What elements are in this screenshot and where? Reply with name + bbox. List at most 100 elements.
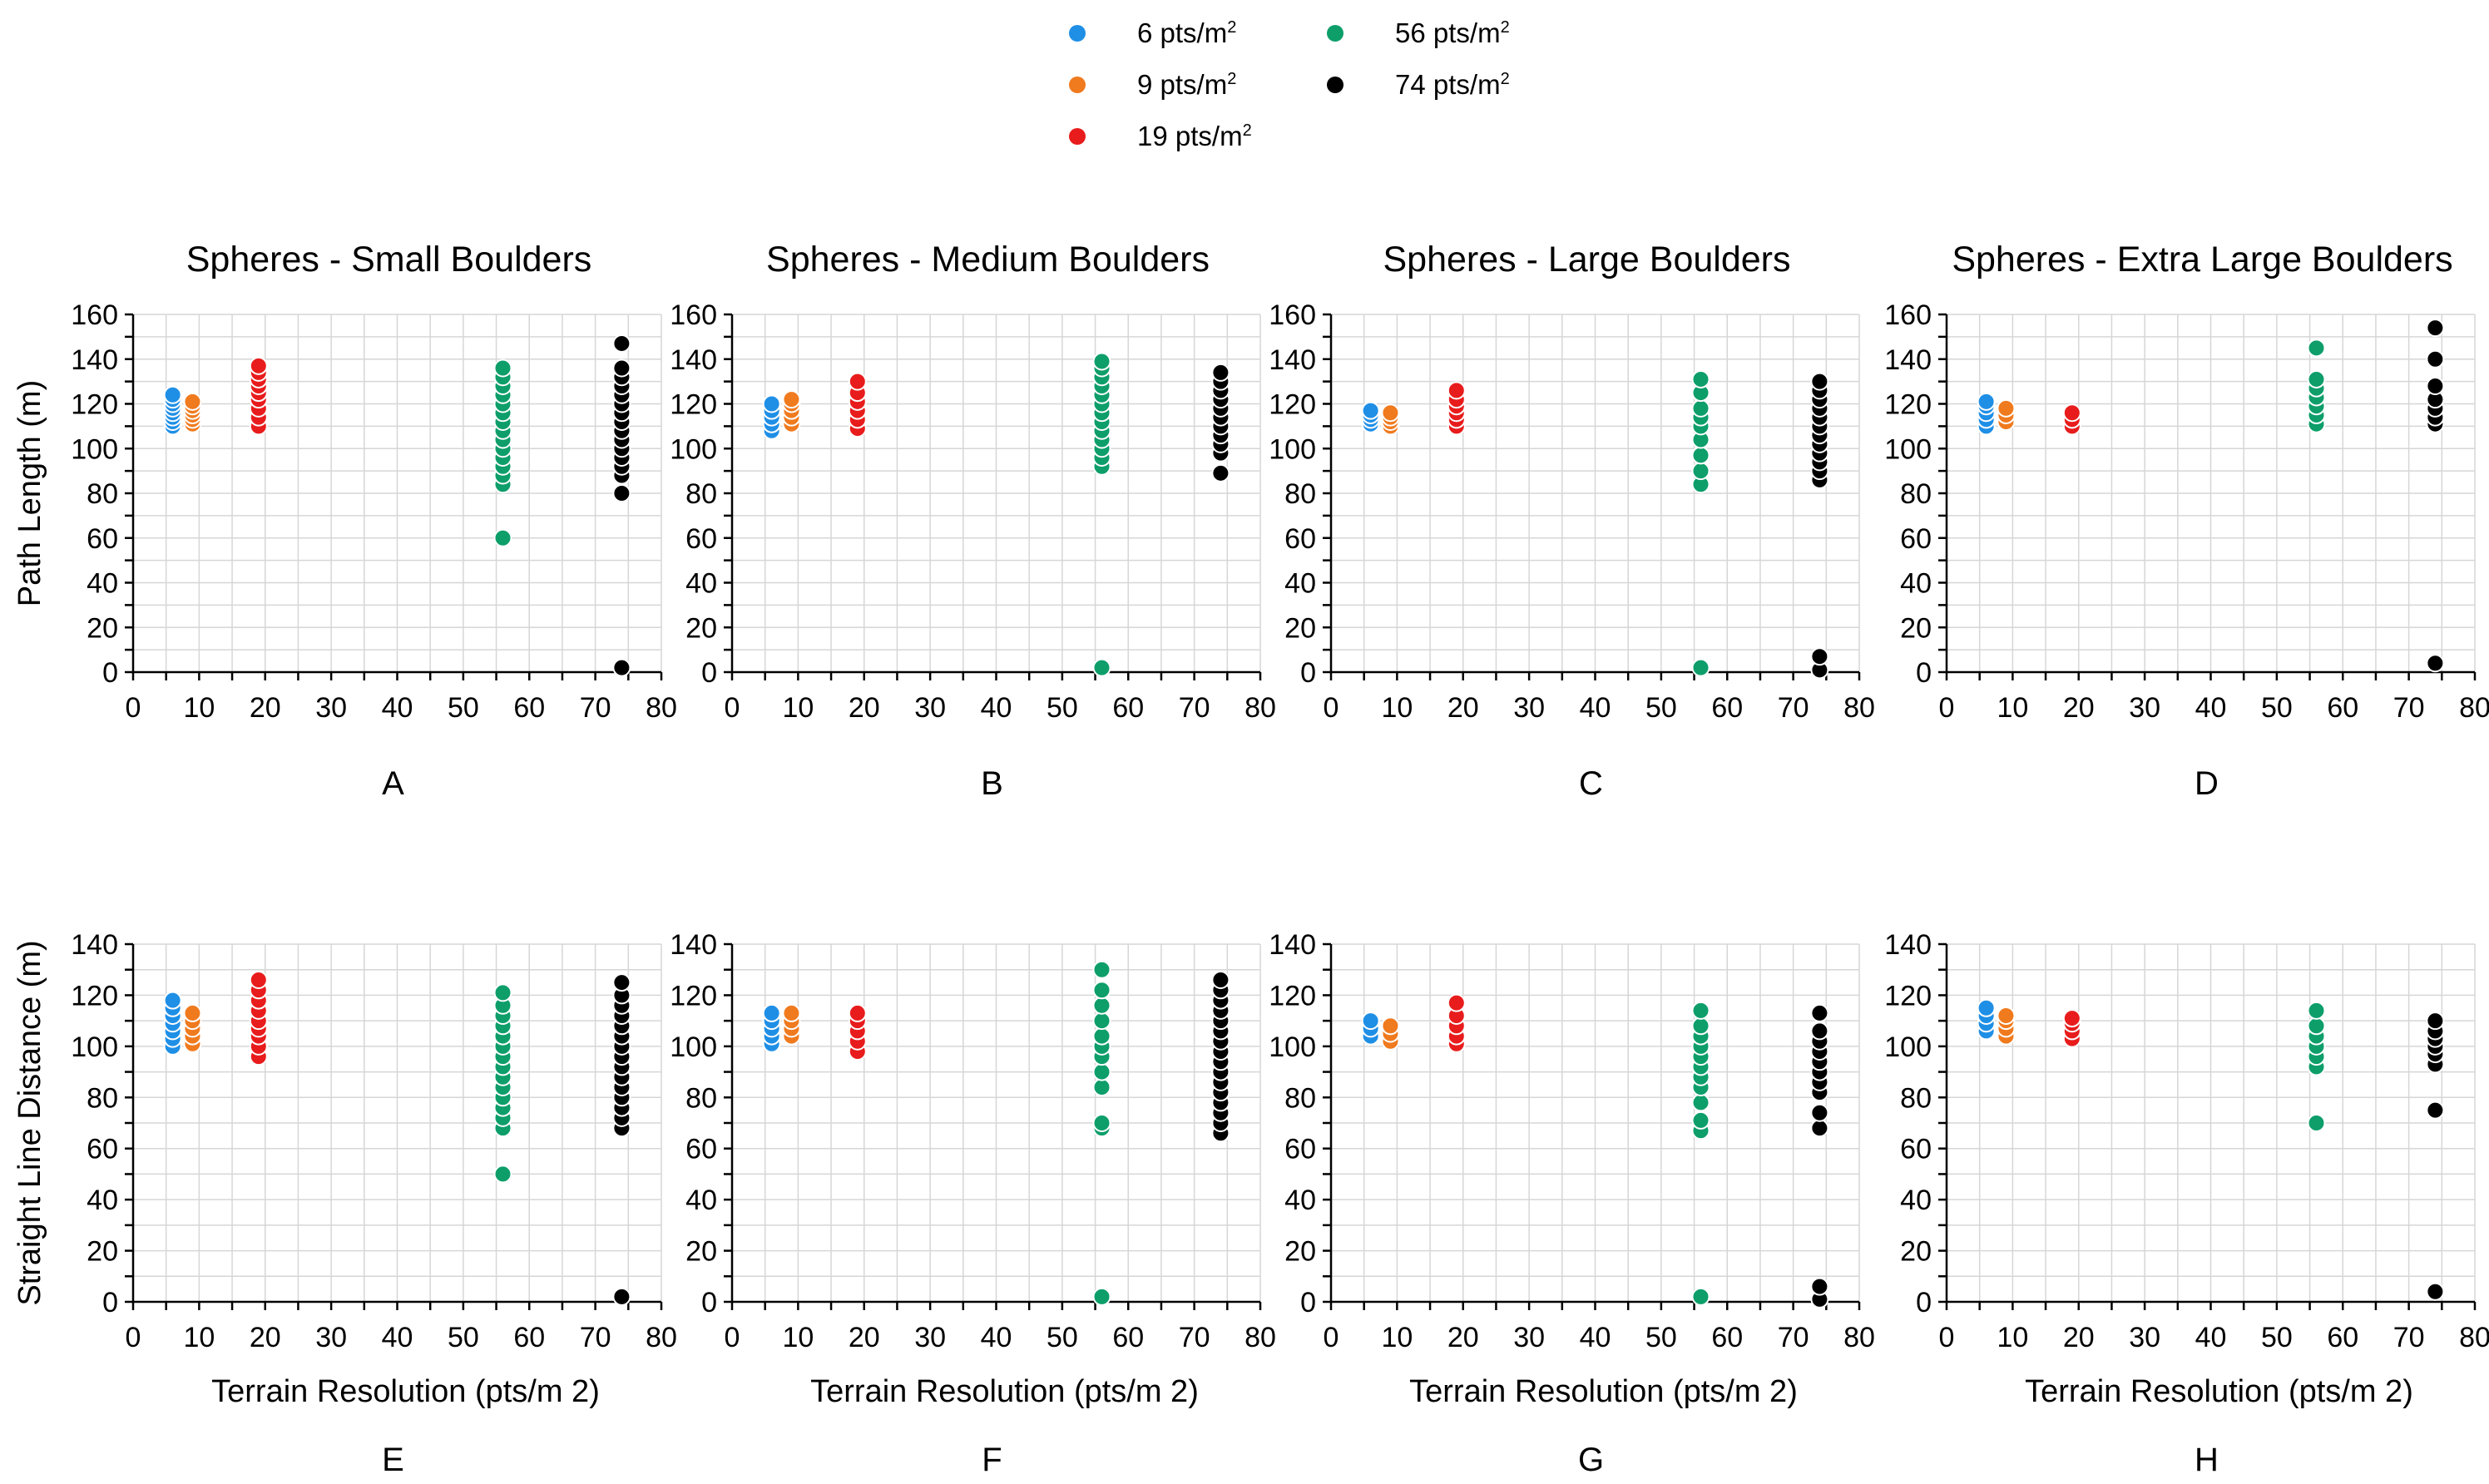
x-tick-label: 80 — [1244, 692, 1276, 724]
x-tick-label: 70 — [2393, 692, 2425, 724]
y-tick-label: 60 — [87, 523, 118, 555]
x-tick-label: 50 — [448, 1322, 479, 1353]
data-point — [1211, 463, 1230, 482]
data-point — [183, 392, 202, 411]
panel-h: 0 20 40 60 80 100 120 140 0 10 20 30 40 50 60 70 80 Terra… — [1884, 929, 2489, 1478]
data-point — [1691, 1093, 1710, 1112]
data-point — [782, 390, 801, 409]
series-6 — [1361, 401, 1380, 433]
y-tick-label: 20 — [685, 1236, 717, 1268]
x-axis-label: Terrain Resolution (pts/m 2) — [211, 1374, 600, 1409]
y-tick-label: 80 — [1900, 478, 1932, 510]
x-tick-label: 60 — [1112, 692, 1144, 724]
data-point — [612, 658, 631, 677]
y-tick-label: 80 — [685, 478, 717, 510]
x-tick-label: 30 — [914, 1322, 946, 1353]
series-56 — [1691, 369, 1710, 677]
x-axis-label: Terrain Resolution (pts/m 2) — [2025, 1374, 2413, 1409]
y-tick-label: 0 — [1916, 1287, 1932, 1318]
series-56 — [493, 983, 512, 1184]
y-tick-label: 20 — [1284, 1236, 1316, 1268]
x-tick-label: 30 — [2129, 1322, 2160, 1353]
legend-sup-19: 2 — [1242, 121, 1252, 140]
legend-label-74: 74 pts/m — [1395, 69, 1501, 100]
y-tick-label: 0 — [1916, 657, 1932, 689]
x-tick-label: 10 — [1997, 1322, 2028, 1353]
panel-f: 0 20 40 60 80 100 120 140 0 10 20 30 40 50 60 70 80 Terra… — [670, 929, 1276, 1478]
data-point — [249, 971, 268, 989]
x-tick-label: 0 — [1939, 692, 1955, 724]
y-tick-label: 60 — [87, 1134, 118, 1165]
panel-label: H — [2195, 1442, 2219, 1478]
x-tick-label: 40 — [981, 1322, 1012, 1353]
y-tick-label: 60 — [685, 1134, 717, 1165]
data-point — [1092, 1287, 1111, 1306]
y-tick-label: 80 — [1900, 1082, 1932, 1114]
panel-d: 0 20 40 60 80 100 120 140 160 0 10 20 30 40 50 60 70 80 Sp… — [1884, 240, 2489, 802]
x-tick-label: 60 — [1112, 1322, 1144, 1353]
x-tick-label: 0 — [126, 1322, 141, 1353]
data-point — [2062, 1009, 2081, 1028]
panel-b: 0 20 40 60 80 100 120 140 160 0 10 20 30 40 50 60 70 80 Sp… — [670, 240, 1276, 802]
data-point — [1447, 381, 1466, 400]
x-tick-label: 20 — [250, 1322, 281, 1353]
data-point — [1361, 1012, 1380, 1031]
y-tick-label: 40 — [1284, 1185, 1316, 1216]
x-tick-label: 50 — [1047, 1322, 1078, 1353]
x-tick-label: 20 — [250, 692, 281, 724]
data-point — [1092, 1026, 1111, 1046]
y-tick-label: 80 — [87, 478, 118, 510]
series-74 — [1211, 971, 1230, 1143]
x-tick-label: 30 — [1513, 1322, 1545, 1353]
x-tick-label: 10 — [1997, 692, 2028, 724]
data-point — [848, 1003, 867, 1022]
series-9 — [183, 392, 202, 433]
series-6 — [762, 394, 781, 440]
data-point — [1211, 363, 1230, 382]
data-point — [1810, 372, 1829, 391]
data-point — [2307, 1017, 2326, 1036]
data-point — [1691, 462, 1710, 481]
y-tick-label: 140 — [670, 929, 717, 961]
data-point — [1810, 647, 1829, 666]
y-tick-label: 0 — [701, 1287, 717, 1318]
data-point — [1810, 1003, 1829, 1022]
legend-item-56: 56 pts/m2 — [1327, 12, 1510, 55]
y-tick-label: 80 — [87, 1082, 118, 1114]
x-tick-label: 50 — [1645, 692, 1677, 724]
x-tick-label: 30 — [914, 692, 946, 724]
data-point — [493, 983, 512, 1002]
data-point — [1381, 403, 1400, 423]
data-point — [183, 1003, 202, 1022]
panel-g: 0 20 40 60 80 100 120 140 0 10 20 30 40 50 60 70 80 Terra… — [1269, 929, 1875, 1478]
chart-title: Spheres - Medium Boulders — [766, 240, 1210, 279]
x-tick-label: 10 — [1381, 692, 1413, 724]
x-tick-label: 20 — [849, 692, 880, 724]
x-tick-label: 70 — [1179, 692, 1210, 724]
legend-item-74: 74 pts/m2 — [1327, 63, 1510, 106]
data-point — [1092, 352, 1111, 371]
panel-label: D — [2195, 765, 2219, 802]
y-axis-label: Straight Line Distance (m) — [12, 940, 47, 1305]
y-tick-label: 100 — [670, 1031, 717, 1063]
data-point — [1977, 998, 1996, 1017]
y-tick-label: 20 — [1900, 1236, 1932, 1268]
x-tick-label: 20 — [1447, 1322, 1479, 1353]
x-tick-label: 20 — [849, 1322, 880, 1353]
y-tick-label: 120 — [71, 389, 118, 421]
data-point — [2426, 1101, 2445, 1120]
data-point — [493, 528, 512, 547]
y-tick-label: 120 — [670, 980, 717, 1012]
x-tick-label: 80 — [1843, 1322, 1875, 1353]
x-tick-label: 70 — [1778, 692, 1809, 724]
x-tick-label: 70 — [1179, 1322, 1210, 1353]
data-point — [762, 394, 781, 413]
data-point — [1211, 971, 1230, 989]
x-tick-label: 60 — [1711, 1322, 1743, 1353]
y-tick-label: 140 — [1884, 344, 1932, 376]
x-axis-label: Terrain Resolution (pts/m 2) — [810, 1374, 1199, 1409]
y-tick-label: 40 — [87, 568, 118, 600]
x-tick-label: 50 — [1047, 692, 1078, 724]
data-point — [2426, 349, 2445, 369]
